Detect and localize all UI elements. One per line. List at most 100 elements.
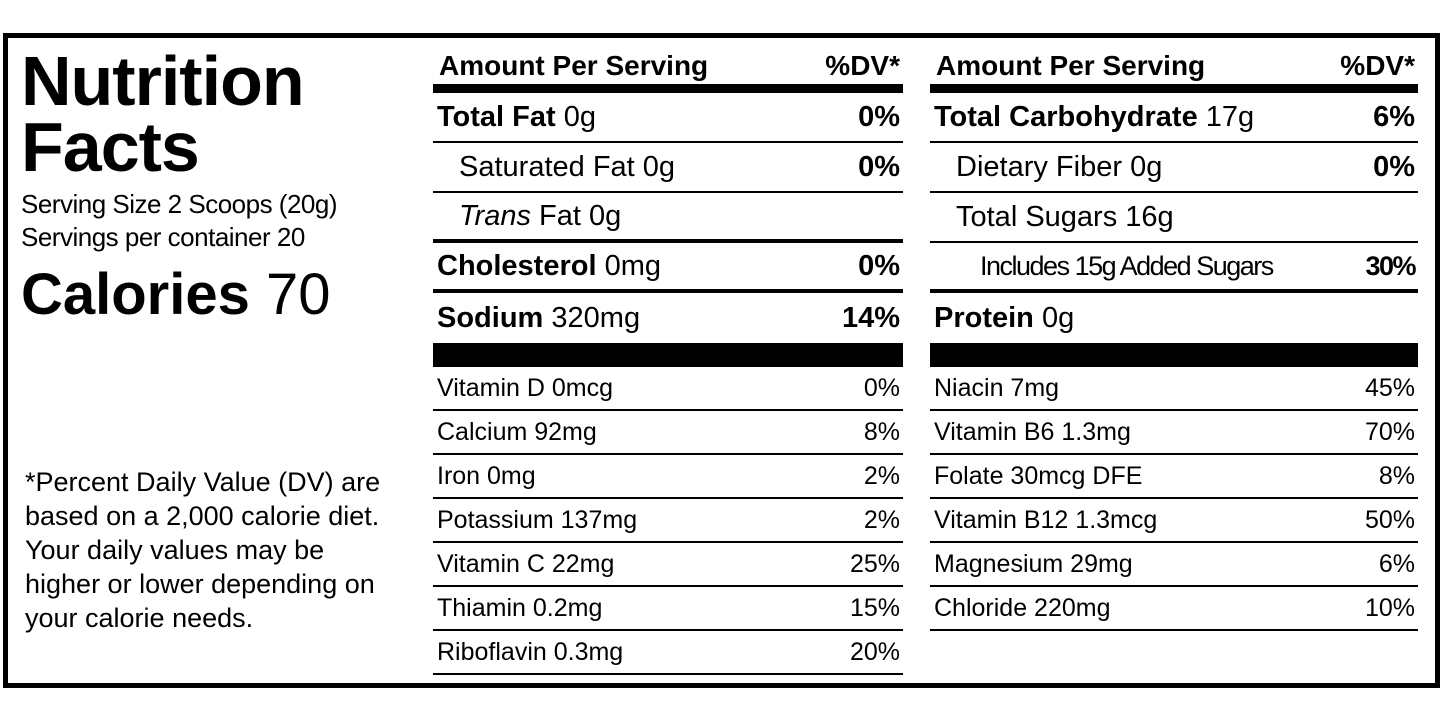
nutrient-row: Protein 0g <box>930 293 1418 343</box>
footnote: *Percent Daily Value (DV) are based on a… <box>25 467 381 633</box>
header: Amount Per Serving %DV* <box>433 48 903 93</box>
vitamin-row: Riboflavin 0.3mg 20% <box>433 631 903 675</box>
nutrient-amount: 0g <box>1130 150 1163 183</box>
nutrient-amount: 0g <box>1041 301 1075 334</box>
summary: Nutrition Facts Serving Size 2 Scoops (2… <box>21 42 421 326</box>
vitamin-dv: 2% <box>863 461 900 490</box>
vitamin-dv: 6% <box>1378 549 1415 578</box>
nutrient: Saturated Fat 0g <box>459 151 675 184</box>
nutrient-name: Total Sugars <box>956 200 1118 233</box>
nutrient-name: Saturated Fat <box>459 150 635 183</box>
vitamin-row: Chloride 220mg 10% <box>930 587 1418 631</box>
nutrient-name: Total Fat <box>437 100 556 133</box>
vitamin-name: Vitamin B6 1.3mg <box>934 417 1131 446</box>
nutrient: Sodium 320mg <box>437 302 640 335</box>
nutrient-amount: 17g <box>1205 100 1255 133</box>
nutrient-dv: 0% <box>858 100 900 133</box>
vitamin-dv: 15% <box>849 593 900 622</box>
nutrient: Protein 0g <box>934 302 1074 335</box>
nutrient-column: Amount Per Serving %DV* Total Fat 0g 0% Sa… <box>433 48 903 675</box>
header-dv: %DV* <box>825 50 900 81</box>
nutrient-amount: 0g <box>563 100 597 133</box>
vitamin-name: Thiamin 0.2mg <box>437 593 603 622</box>
serving-size: Serving Size 2 Scoops (20g) <box>21 189 338 219</box>
nutrient-amount: 0g <box>589 199 622 232</box>
nutrient-amount: 0g <box>642 150 676 183</box>
header-amount: Amount Per Serving <box>439 50 709 81</box>
nutrient: Total Sugars 16g <box>956 201 1174 234</box>
nutrient-name: Dietary Fiber <box>956 150 1122 183</box>
vitamin-row: Vitamin B6 1.3mg 70% <box>930 411 1418 455</box>
vitamin-dv: 50% <box>1364 505 1415 534</box>
vitamin-row: Vitamin B12 1.3mcg 50% <box>930 499 1418 543</box>
header-dv: %DV* <box>1340 50 1415 81</box>
nutrient-name-italic: Trans <box>459 199 531 232</box>
nutrient: Total Fat 0g <box>437 101 596 134</box>
vitamin-name: Vitamin D 0mcg <box>437 373 613 402</box>
nutrient-row: Cholesterol 0mg 0% <box>433 243 903 293</box>
vitamin-dv: 25% <box>849 549 900 578</box>
nutrient: Dietary Fiber 0g <box>956 151 1162 184</box>
nutrient-name: Protein <box>934 301 1034 334</box>
vitamin-row: Calcium 92mg 8% <box>433 411 903 455</box>
nutrient-dv: 0% <box>1373 150 1415 183</box>
vitamin-name: Niacin 7mg <box>934 373 1060 402</box>
divider-bar <box>930 343 1418 367</box>
nutrient-dv: 6% <box>1373 100 1415 133</box>
vitamin-row: Vitamin C 22mg 25% <box>433 543 903 587</box>
nutrition-label: Nutrition Facts Serving Size 2 Scoops (2… <box>3 33 1440 688</box>
vitamin-name: Calcium 92mg <box>437 417 597 446</box>
vitamin-dv: 10% <box>1364 593 1415 622</box>
nutrient: Trans Fat 0g <box>459 200 621 233</box>
nutrient-row: Dietary Fiber 0g 0% <box>930 143 1418 193</box>
nutrient-name: Cholesterol <box>437 249 597 282</box>
vitamin-row: Thiamin 0.2mg 15% <box>433 587 903 631</box>
nutrient-name: Fat <box>539 199 581 232</box>
nutrient-row: Total Fat 0g 0% <box>433 93 903 143</box>
divider-bar <box>433 343 903 367</box>
nutrient: Cholesterol 0mg <box>437 250 661 283</box>
vitamin-row: Vitamin D 0mcg 0% <box>433 367 903 411</box>
nutrient-row: Saturated Fat 0g 0% <box>433 143 903 193</box>
calories-label: Calories <box>21 262 250 327</box>
header: Amount Per Serving %DV* <box>930 48 1418 93</box>
nutrient-dv: 30% <box>1365 250 1416 281</box>
vitamin-row: Potassium 137mg 2% <box>433 499 903 543</box>
vitamin-row: Folate 30mcg DFE 8% <box>930 455 1418 499</box>
vitamin-list: Vitamin D 0mcg 0% Calcium 92mg 8% Iron 0mg 2%… <box>433 367 903 675</box>
nutrient-column: Amount Per Serving %DV* Total Carbohydrat… <box>930 48 1418 631</box>
vitamin-name: Chloride 220mg <box>934 593 1111 622</box>
vitamin-dv: 70% <box>1364 417 1415 446</box>
vitamin-dv: 8% <box>1378 461 1415 490</box>
vitamin-row: Iron 0mg 2% <box>433 455 903 499</box>
calories: Calories 70 <box>21 264 421 326</box>
vitamin-name: Vitamin B12 1.3mcg <box>934 505 1158 534</box>
nutrient-dv: 14% <box>841 301 900 334</box>
vitamin-dv: 2% <box>863 505 900 534</box>
nutrient-row: Trans Fat 0g <box>433 193 903 243</box>
vitamin-list: Niacin 7mg 45% Vitamin B6 1.3mg 70% Folate 3… <box>930 367 1418 631</box>
nutrient-name: Includes 15g Added Sugars <box>980 250 1274 281</box>
nutrient-row: Total Carbohydrate 17g 6% <box>930 93 1418 143</box>
vitamin-dv: 20% <box>849 637 900 666</box>
nutrient-row: Includes 15g Added Sugars 30% <box>930 243 1418 293</box>
nutrient-amount: 0mg <box>604 249 662 282</box>
vitamin-name: Magnesium 29mg <box>934 549 1133 578</box>
servings: Servings per container 20 <box>21 222 305 252</box>
vitamin-name: Vitamin C 22mg <box>437 549 615 578</box>
vitamin-name: Riboflavin 0.3mg <box>437 637 624 666</box>
title: Nutrition Facts <box>21 42 305 186</box>
vitamin-dv: 45% <box>1364 373 1415 402</box>
vitamin-row: Niacin 7mg 45% <box>930 367 1418 411</box>
nutrient-dv: 0% <box>858 249 900 282</box>
calories-value: 70 <box>266 262 331 327</box>
header-amount: Amount Per Serving <box>936 50 1206 81</box>
nutrient-row: Sodium 320mg 14% <box>433 293 903 343</box>
vitamin-dv: 0% <box>863 373 900 402</box>
vitamin-name: Folate 30mcg DFE <box>934 461 1143 490</box>
vitamin-dv: 8% <box>863 417 900 446</box>
vitamin-name: Potassium 137mg <box>437 505 638 534</box>
nutrient-dv: 0% <box>858 150 900 183</box>
nutrient-amount: 16g <box>1125 200 1174 233</box>
